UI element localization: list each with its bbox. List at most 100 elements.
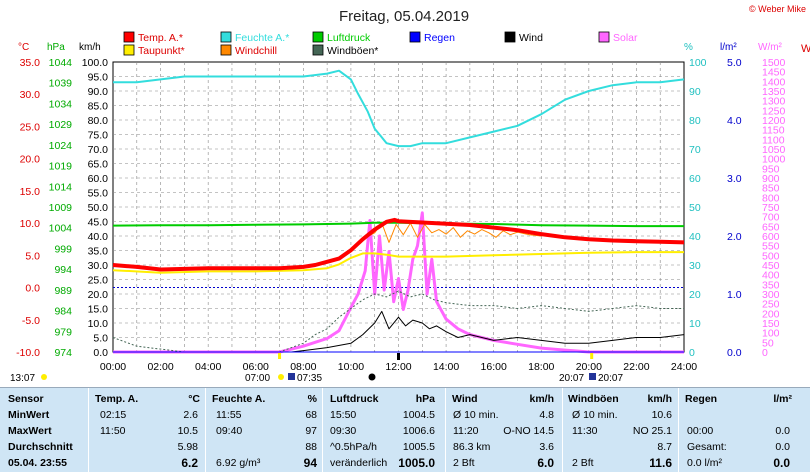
legend-label: Solar	[613, 32, 638, 44]
solar-tick-label: 450	[762, 260, 780, 272]
unit-pressure: hPa	[47, 42, 65, 53]
current-time-label: 13:07	[10, 373, 35, 384]
rain-tick-label: 0.0	[727, 347, 742, 359]
stats-humidity-time: 09:40	[216, 425, 243, 437]
solar-tick-label: 150	[762, 318, 780, 330]
x-tick-label: 02:00	[147, 361, 173, 373]
chart-markers: 13:07 07:00 07:35 20:07 20:07	[10, 353, 623, 384]
stats-humidity-time: 6.92 g/m³	[216, 457, 261, 469]
legend-swatch	[504, 31, 516, 43]
stats-humidity-time: 11:55	[216, 409, 242, 421]
stats-rain-value: 0.0	[773, 456, 790, 470]
pressure-tick-label: 1019	[49, 161, 73, 173]
stats-header-gust-unit: km/h	[647, 393, 672, 405]
x-tick-label: 14:00	[433, 361, 459, 373]
sunset-label: 20:07	[559, 373, 584, 384]
rain-tick-label: 4.0	[727, 115, 742, 127]
wind-tick-label: 55.0	[88, 188, 109, 200]
solar-tick-label: 1250	[762, 105, 786, 117]
solar-tick-label: 600	[762, 231, 780, 243]
stats-pressure-time: veränderlich	[330, 457, 388, 469]
stats-temp-time: 02:15	[100, 409, 127, 421]
temp-tick-label: 5.0	[25, 250, 40, 262]
pressure-tick-label: 1029	[49, 119, 73, 131]
stats-temp-value: 5.98	[177, 441, 198, 453]
stats-rain-label: 00:00	[687, 425, 714, 437]
unit-temp: °C	[18, 42, 29, 53]
rain-tick-label: 1.0	[727, 289, 742, 301]
stats-header-humidity: Feuchte A.	[212, 393, 266, 405]
wind-tick-label: 0.0	[93, 347, 108, 359]
solar-tick-label: 1300	[762, 96, 786, 108]
solar-tick-label: 950	[762, 163, 780, 175]
chart-title: Freitag, 05.04.2019	[339, 8, 469, 25]
x-tick-label: 16:00	[481, 361, 507, 373]
x-tick-label: 06:00	[243, 361, 269, 373]
unit-humidity: %	[684, 42, 693, 53]
pressure-tick-label: 974	[54, 347, 72, 359]
x-tick-label: 10:00	[338, 361, 364, 373]
humidity-tick-label: 10	[689, 318, 701, 330]
pressure-tick-label: 989	[54, 285, 72, 297]
stats-gust-value: 8.7	[657, 441, 672, 453]
unit-wind: km/h	[79, 42, 101, 53]
wind-tick-label: 40.0	[88, 231, 109, 243]
stats-row-label: 05.04. 23:55	[8, 457, 67, 469]
stats-column-divider	[88, 388, 89, 472]
legend-swatch	[123, 31, 135, 43]
rain-tick-label: 5.0	[727, 57, 742, 69]
stats-rain-label: 0.0 l/m²	[687, 457, 723, 469]
pressure-tick-label: 999	[54, 243, 72, 255]
pressure-tick-label: 1044	[49, 57, 73, 69]
legend-swatch	[598, 31, 610, 43]
solar-tick-label: 1400	[762, 76, 786, 88]
stats-wind-value: 4.8	[539, 409, 554, 421]
solar-tick-label: 400	[762, 270, 780, 282]
solar-tick-label: 350	[762, 279, 780, 291]
stats-rain-label: Gesamt:	[687, 441, 727, 453]
wind-tick-label: 30.0	[88, 260, 109, 272]
stats-row-label: Durchschnitt	[8, 441, 73, 453]
stats-gust-label: 2 Bft	[572, 457, 594, 469]
stats-header-rain-unit: l/m²	[773, 393, 792, 405]
sunrise-label: 07:00	[245, 373, 270, 384]
noon-tick	[397, 353, 400, 360]
temp-tick-label: 10.0	[20, 218, 41, 230]
chart-grid	[112, 61, 685, 353]
stats-column-divider	[322, 388, 323, 472]
humidity-tick-label: 50	[689, 202, 701, 214]
solar-tick-label: 650	[762, 221, 780, 233]
stats-header-sensor: Sensor	[8, 393, 44, 405]
pressure-tick-label: 1014	[49, 181, 73, 193]
series-line-temp-a	[112, 217, 685, 272]
solar-tick-label: 1350	[762, 86, 786, 98]
stats-temp-value: 6.2	[181, 456, 198, 470]
solar-tick-label: 1500	[762, 57, 786, 69]
wind-tick-label: 100.0	[82, 57, 108, 69]
x-tick-label: 12:00	[385, 361, 411, 373]
stats-column-divider	[445, 388, 446, 472]
wind-tick-label: 10.0	[88, 318, 109, 330]
copyright-label: © Weber Mike	[749, 4, 806, 14]
stats-gust-label: 11:30	[572, 425, 598, 437]
solar-tick-label: 0	[762, 347, 768, 359]
stats-row-label: MaxWert	[8, 425, 52, 437]
stats-temp-value: 2.6	[183, 409, 198, 421]
stats-gust-value: 11.6	[649, 456, 672, 470]
humidity-tick-label: 20	[689, 289, 701, 301]
stats-temp-value: 10.5	[177, 425, 198, 437]
pressure-tick-label: 1004	[49, 223, 73, 235]
legend-swatch	[312, 31, 324, 43]
stats-pressure-value: 1005.0	[398, 456, 435, 470]
solar-tick-label: 200	[762, 308, 780, 320]
x-tick-label: 08:00	[290, 361, 316, 373]
temp-tick-label: 25.0	[20, 121, 41, 133]
stats-rain-value: 0.0	[775, 441, 790, 453]
x-tick-label: 24:00	[671, 361, 697, 373]
humidity-tick-label: 40	[689, 231, 701, 243]
stats-gust-label: Ø 10 min.	[572, 409, 618, 421]
wind-tick-label: 80.0	[88, 115, 109, 127]
legend-label: Luftdruck	[327, 32, 371, 44]
temp-tick-label: 35.0	[20, 57, 41, 69]
stats-temp-time: 11:50	[100, 425, 126, 437]
